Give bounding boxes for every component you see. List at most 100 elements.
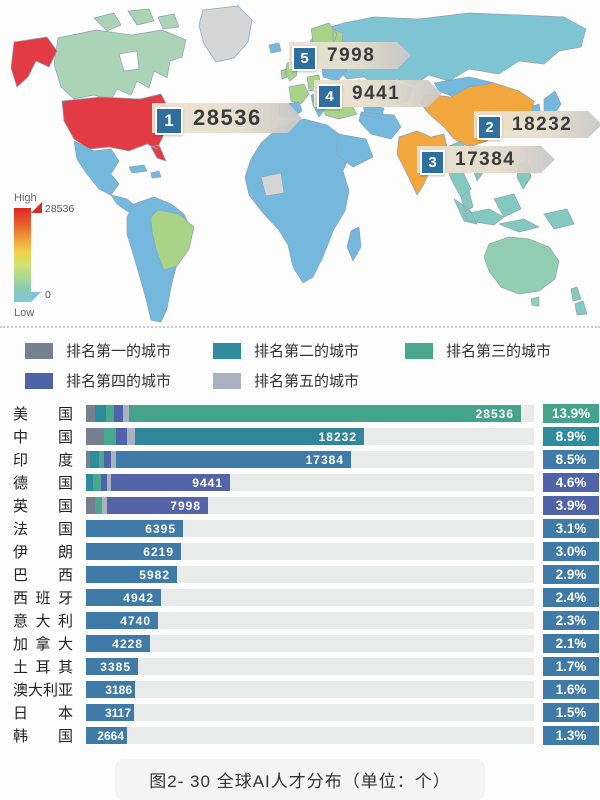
country-char: 国	[57, 498, 73, 515]
country-total-segment: 4740	[86, 612, 158, 629]
bar-value-label: 9441	[192, 475, 223, 490]
stacked-bar: 3385	[86, 658, 534, 675]
chart-row-3: 印度 17384 8.5%	[0, 448, 600, 471]
country-char: 意	[13, 613, 29, 630]
bar-track: 4228	[86, 635, 534, 652]
colorbar-min-value: 0	[45, 289, 51, 301]
callout-value: 7998	[327, 44, 376, 66]
stacked-bar: 9441	[86, 474, 534, 491]
country-char: 西	[57, 567, 73, 584]
chart-row-6: 法国 6395 3.1%	[0, 517, 600, 540]
country-total-segment: 17384	[116, 451, 351, 468]
city-rank-1-segment	[86, 497, 95, 514]
country-char: 中	[13, 429, 29, 446]
country-label: 日本	[13, 702, 73, 723]
chart-row-15: 韩国 2664 1.3%	[0, 724, 600, 747]
bar-value-label: 5982	[139, 567, 170, 582]
country-char: 班	[35, 590, 51, 607]
map-callout-rank5: 5 7998	[289, 42, 411, 71]
rank-badge: 3	[420, 150, 445, 175]
country-label: 加拿大	[13, 633, 73, 654]
legend-label: 排名第一的城市	[66, 343, 172, 360]
country-char: 美	[13, 406, 29, 423]
country-total-segment: 3385	[86, 658, 138, 675]
stacked-bar: 2664	[86, 727, 534, 744]
stacked-bar: 4942	[86, 589, 534, 606]
caption-wrap: 图2- 30 全球AI人才分布（单位：个）	[0, 759, 600, 800]
percent-badge: 1.5%	[543, 703, 599, 722]
percent-badge: 3.0%	[543, 542, 599, 561]
colorbar-min-marker	[31, 292, 41, 302]
bar-track: 17384	[86, 451, 534, 468]
country-char: 国	[57, 521, 73, 538]
map-callout-rank3: 3 17384	[417, 146, 555, 175]
bar-track: 9441	[86, 474, 534, 491]
bar-track: 28536	[86, 405, 534, 422]
bar-track: 3117	[86, 704, 534, 721]
country-char: 国	[57, 406, 73, 423]
legend-item-rank1: 排名第一的城市	[25, 340, 213, 361]
region-west-africa	[260, 172, 285, 197]
chart-row-14: 日本 3117 1.5%	[0, 701, 600, 724]
bar-track: 3186	[86, 681, 534, 698]
country-char: 国	[57, 475, 73, 492]
map-callout-rank4: 4 9441	[314, 80, 442, 109]
legend-item-rank5: 排名第五的城市	[213, 370, 405, 391]
chart-row-10: 意大利 4740 2.3%	[0, 609, 600, 632]
percent-badge: 2.3%	[543, 611, 599, 630]
city-rank-2-segment	[90, 451, 99, 468]
city-rank-5-segment	[107, 474, 111, 491]
country-total-segment: 5982	[86, 566, 177, 583]
bar-value-label: 4942	[123, 590, 154, 605]
country-label: 土耳其	[13, 656, 73, 677]
country-char: 韩	[13, 728, 29, 745]
legend-swatch-rank3	[405, 342, 433, 359]
percent-badge: 4.6%	[543, 473, 599, 492]
country-label: 巴西	[13, 564, 73, 585]
city-rank-3-segment	[99, 451, 104, 468]
city-rank-3-segment	[93, 474, 101, 491]
chart-row-1: 美国 28536 13.9%	[0, 402, 600, 425]
country-char: 亚	[58, 682, 74, 699]
country-total-segment: 18232	[135, 428, 364, 445]
percent-badge: 1.7%	[543, 657, 599, 676]
city-rank-legend: 排名第一的城市 排名第二的城市 排名第三的城市 排名第四的城市 排名第五的城市	[0, 328, 600, 399]
country-char: 利	[43, 682, 59, 699]
map-callout-rank2: 2 18232	[474, 111, 600, 140]
map-callout-rank1: 1 28536	[152, 103, 302, 135]
country-total-segment: 4228	[86, 635, 150, 652]
percent-badge: 1.6%	[543, 680, 599, 699]
legend-item-rank4: 排名第四的城市	[25, 370, 213, 391]
country-total-segment: 3117	[86, 704, 134, 721]
chart-row-5: 英国 7998 3.9%	[0, 494, 600, 517]
city-rank-3-segment	[106, 405, 114, 422]
colorbar-max-value: 28536	[45, 203, 75, 215]
legend-label: 排名第五的城市	[254, 373, 360, 390]
bar-track: 2664	[86, 727, 534, 744]
country-char: 法	[13, 521, 29, 538]
bar-value-label: 18232	[318, 429, 357, 444]
country-char: 大	[28, 682, 44, 699]
country-russia	[301, 12, 587, 90]
country-char: 其	[57, 659, 73, 676]
hudson-bay	[118, 50, 140, 72]
city-rank-4-segment	[104, 451, 111, 468]
city-rank-4-segment	[114, 405, 123, 422]
city-rank-3-segment	[104, 428, 116, 445]
country-label: 韩国	[13, 725, 73, 746]
chart-row-11: 加拿大 4228 2.1%	[0, 632, 600, 655]
chart-row-7: 伊朗 6219 3.0%	[0, 540, 600, 563]
percent-badge: 3.9%	[543, 496, 599, 515]
country-total-segment: 6219	[86, 543, 181, 560]
world-map-section: 1 28536 2 18232 3 17384 4 9441 5 7998 Hi…	[0, 0, 600, 328]
country-char: 澳	[13, 682, 29, 699]
bar-track: 6219	[86, 543, 534, 560]
country-char: 国	[57, 429, 73, 446]
legend-item-rank2: 排名第二的城市	[213, 340, 405, 361]
country-total-segment: 4942	[86, 589, 161, 606]
legend-label: 排名第三的城市	[446, 343, 552, 360]
country-label: 英国	[13, 495, 73, 516]
country-char: 大	[57, 636, 73, 653]
legend-item-rank3: 排名第三的城市	[405, 340, 600, 361]
chart-row-12: 土耳其 3385 1.7%	[0, 655, 600, 678]
